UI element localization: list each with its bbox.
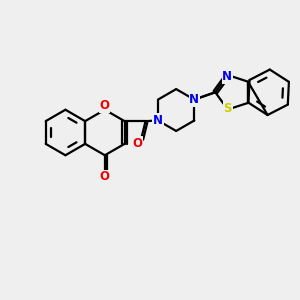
- Text: O: O: [100, 170, 110, 183]
- Text: O: O: [99, 100, 109, 112]
- Text: N: N: [189, 93, 199, 106]
- Text: S: S: [224, 101, 232, 115]
- Text: O: O: [133, 137, 142, 150]
- Text: N: N: [222, 70, 232, 83]
- Text: N: N: [153, 114, 163, 127]
